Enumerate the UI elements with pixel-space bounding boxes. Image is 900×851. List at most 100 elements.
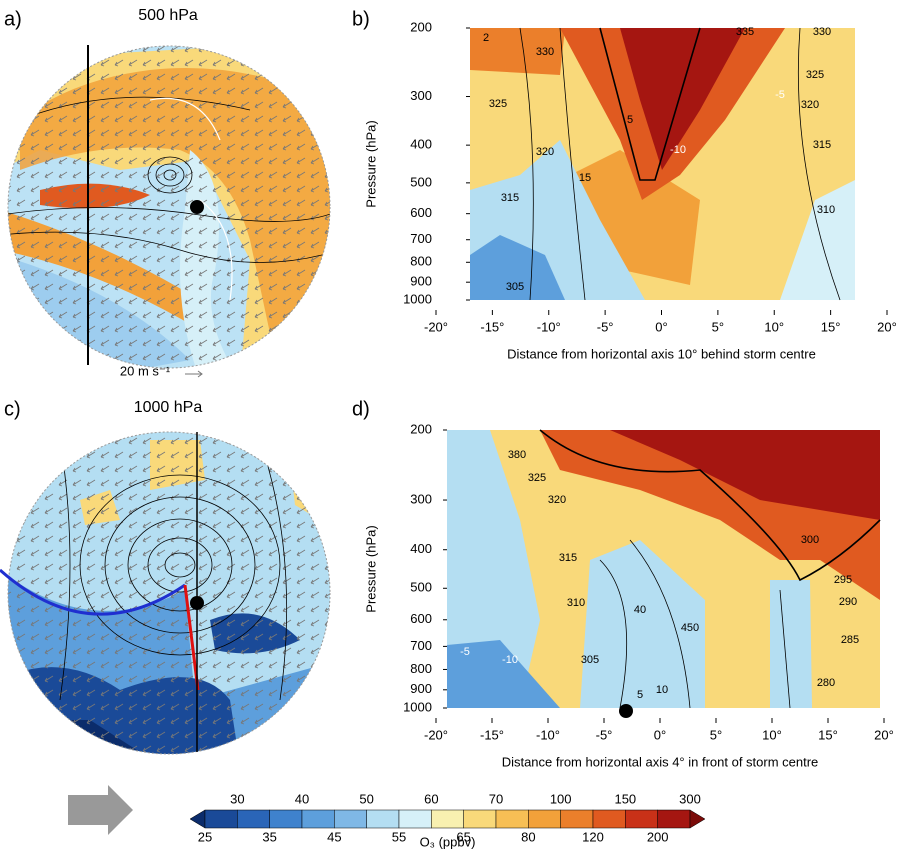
warm-front <box>183 584 200 691</box>
storm-centre <box>190 596 204 610</box>
contour-label: 5 <box>637 689 643 701</box>
panel-title: 500 hPa <box>138 7 198 24</box>
x-tick-label: -15° <box>480 319 504 334</box>
contour-label: 380 <box>508 449 526 461</box>
contour-label: 320 <box>536 146 554 158</box>
x-axis-label: Distance from horizontal axis 4° in fron… <box>502 754 819 769</box>
contour-label: 290 <box>839 596 857 608</box>
storm-centre <box>619 704 633 718</box>
colorbar-tick-label: 55 <box>392 829 406 844</box>
colorbar-tick-label: 100 <box>550 791 572 806</box>
direction-arrow <box>68 785 133 835</box>
contour-label: 300 <box>801 534 819 546</box>
colorbar-segment <box>269 809 303 829</box>
x-tick-label: 0° <box>655 319 667 334</box>
colorbar-tick-label: 150 <box>614 791 636 806</box>
colorbar-segment <box>528 809 561 829</box>
colorbar-tick-label: 35 <box>262 829 276 844</box>
contour-label: 310 <box>817 204 835 216</box>
y-tick-label: 300 <box>410 491 432 506</box>
contour-label: 15 <box>579 172 591 184</box>
y-tick-label: 600 <box>410 611 432 626</box>
y-tick-label: 600 <box>410 205 432 220</box>
contour-label: 315 <box>501 192 519 204</box>
y-axis-label: Pressure (hPa) <box>363 525 378 612</box>
y-tick-label: 200 <box>410 421 432 436</box>
colorbar-segment <box>560 809 594 829</box>
x-tick-label: -20° <box>424 727 448 742</box>
colorbar-tick-label: 30 <box>230 791 244 806</box>
colorbar-tick-label: 50 <box>359 791 373 806</box>
colorbar-segment <box>334 809 367 829</box>
colorbar-segment <box>592 809 626 829</box>
y-tick-label: 400 <box>410 541 432 556</box>
contour-label: 2 <box>483 32 489 44</box>
y-tick-label: 1000 <box>403 699 432 714</box>
colorbar-tick-label: 70 <box>489 791 503 806</box>
contour-label: 305 <box>506 281 524 293</box>
contour-label: 335 <box>736 26 754 38</box>
panel-label: d) <box>352 398 370 420</box>
contour-label: -10 <box>502 654 518 666</box>
x-tick-label: 5° <box>710 727 722 742</box>
colorbar-tick-label: 80 <box>521 829 535 844</box>
x-tick-label: 10° <box>762 727 782 742</box>
colorbar-segment <box>237 809 270 829</box>
contour-label: 325 <box>489 98 507 110</box>
y-tick-label: 500 <box>410 580 432 595</box>
section-b-field <box>470 27 855 301</box>
y-tick-label: 800 <box>410 661 432 676</box>
map-c <box>8 432 330 754</box>
y-tick-label: 800 <box>410 254 432 269</box>
contour-label: -5 <box>460 646 470 658</box>
colorbar-segment <box>463 809 497 829</box>
map-border <box>7 45 331 369</box>
y-tick-label: 200 <box>410 19 432 34</box>
x-tick-label: 15° <box>821 319 841 334</box>
panel-label: a) <box>4 8 22 30</box>
wind-key-arrow <box>185 370 203 378</box>
x-tick-label: -5° <box>597 319 614 334</box>
x-tick-label: 15° <box>818 727 838 742</box>
x-tick-label: -10° <box>537 319 561 334</box>
contour-label: 5 <box>627 114 633 126</box>
y-tick-label: 900 <box>410 274 432 289</box>
y-tick-label: 900 <box>410 681 432 696</box>
colorbar-extend <box>689 809 706 829</box>
contour-label: -10 <box>670 144 686 156</box>
y-tick-label: 300 <box>410 88 432 103</box>
x-tick-label: -5° <box>596 727 613 742</box>
storm-centre <box>190 200 204 214</box>
panel-label: c) <box>4 398 21 420</box>
map-a <box>8 46 330 368</box>
x-tick-label: -10° <box>536 727 560 742</box>
colorbar-tick-label: 300 <box>679 791 701 806</box>
x-tick-label: -15° <box>480 727 504 742</box>
cold-front <box>0 568 186 616</box>
section-d-field <box>447 429 881 709</box>
x-axis-label: Distance from horizontal axis 10° behind… <box>507 346 816 361</box>
contour-label: 285 <box>841 634 859 646</box>
colorbar-tick-label: 60 <box>424 791 438 806</box>
contour-label: 315 <box>559 552 577 564</box>
colorbar-segment <box>398 809 432 829</box>
colorbar-segment <box>301 809 335 829</box>
y-tick-label: 500 <box>410 174 432 189</box>
contour-label: 330 <box>536 46 554 58</box>
contour-label: 320 <box>801 99 819 111</box>
y-tick-label: 700 <box>410 638 432 653</box>
contour-label: 325 <box>528 472 546 484</box>
colorbar-segment <box>204 809 238 829</box>
panel-title: 1000 hPa <box>134 399 203 416</box>
contour-label: 330 <box>813 26 831 38</box>
contour-label: 450 <box>681 622 699 634</box>
contour-label: 10 <box>656 684 668 696</box>
panel-label: b) <box>352 8 370 30</box>
x-tick-label: 20° <box>877 319 897 334</box>
contour-label: -5 <box>775 89 785 101</box>
contour-label: 315 <box>813 139 831 151</box>
y-tick-label: 700 <box>410 231 432 246</box>
colorbar-segment <box>625 809 658 829</box>
contour-label: 310 <box>567 597 585 609</box>
